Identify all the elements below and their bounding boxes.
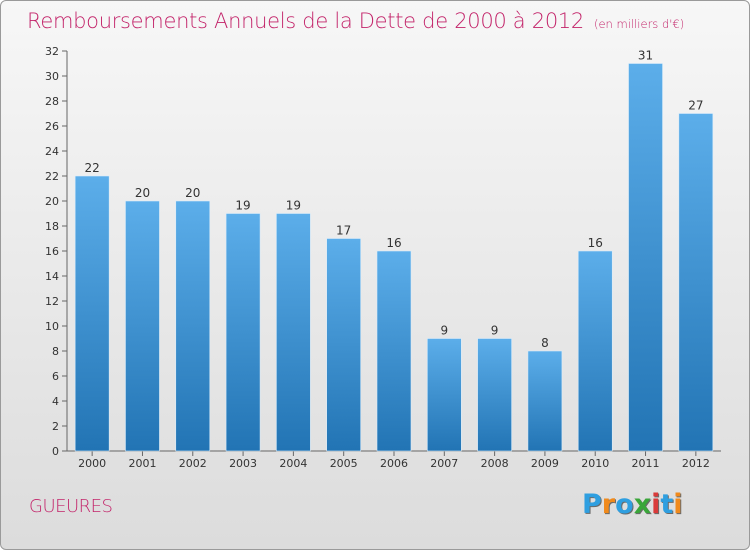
bar xyxy=(326,238,361,452)
x-tick-label: 2008 xyxy=(481,457,509,470)
y-tick-label: 18 xyxy=(45,220,59,233)
bar xyxy=(125,200,160,452)
y-tick-label: 32 xyxy=(45,45,59,58)
bar xyxy=(427,338,462,452)
x-tick-label: 2010 xyxy=(581,457,609,470)
bar xyxy=(376,250,412,452)
logo-letter: i xyxy=(651,489,661,520)
y-tick-label: 30 xyxy=(45,70,59,83)
logo-letter: t xyxy=(660,489,674,520)
bar-value-label: 9 xyxy=(491,324,499,338)
bar xyxy=(74,175,110,452)
y-tick-label: 26 xyxy=(45,120,59,133)
bar xyxy=(628,63,663,452)
x-tick-label: 2004 xyxy=(279,457,307,470)
x-tick-label: 2012 xyxy=(682,457,710,470)
logo-letter: x xyxy=(633,489,652,520)
y-tick-label: 22 xyxy=(45,170,59,183)
bar-value-label: 20 xyxy=(185,186,200,200)
y-tick-label: 4 xyxy=(52,395,59,408)
logo-letter: r xyxy=(601,489,616,520)
chart-title: Remboursements Annuels de la Dette de 20… xyxy=(27,9,684,33)
bar-value-label: 16 xyxy=(386,236,401,250)
proxiti-logo: Proxiti xyxy=(582,489,683,520)
bar-value-label: 20 xyxy=(135,186,150,200)
y-tick-label: 8 xyxy=(52,345,59,358)
y-tick-label: 0 xyxy=(52,445,59,458)
x-tick-label: 2009 xyxy=(531,457,559,470)
chart-title-text: Remboursements Annuels de la Dette de 20… xyxy=(27,9,584,33)
y-tick-label: 14 xyxy=(45,270,59,283)
logo-letter: P xyxy=(582,489,602,520)
x-tick-label: 2006 xyxy=(380,457,408,470)
x-tick-label: 2001 xyxy=(128,457,156,470)
logo-letter: i xyxy=(673,489,683,520)
x-tick-label: 2011 xyxy=(632,457,660,470)
bar-value-label: 8 xyxy=(541,336,549,350)
bar xyxy=(678,113,714,452)
bar xyxy=(225,213,261,452)
bar xyxy=(175,200,211,452)
x-tick-label: 2000 xyxy=(78,457,106,470)
bar-value-label: 19 xyxy=(235,199,250,213)
y-tick-label: 16 xyxy=(45,245,59,258)
bar-value-label: 17 xyxy=(336,224,351,238)
bar-value-label: 31 xyxy=(638,49,653,63)
logo-letter: o xyxy=(615,489,634,520)
chart-unit: (en milliers d'€) xyxy=(594,17,685,31)
y-tick-label: 12 xyxy=(45,295,59,308)
x-tick-label: 2005 xyxy=(330,457,358,470)
commune-name: GUEURES xyxy=(29,496,113,517)
y-tick-label: 24 xyxy=(45,145,59,158)
bar-value-label: 9 xyxy=(440,324,448,338)
bar-value-label: 22 xyxy=(85,161,100,175)
bar xyxy=(276,213,311,452)
bar-value-label: 16 xyxy=(588,236,603,250)
bar-value-label: 27 xyxy=(688,99,703,113)
bar-value-label: 19 xyxy=(286,199,301,213)
data-labels: 22 2000 20 2001 20 2002 19 2003 19 2004 17 2005 16 20… xyxy=(78,49,710,471)
y-tick-label: 10 xyxy=(45,320,59,333)
bar xyxy=(527,350,563,452)
bar xyxy=(577,250,613,452)
y-tick-label: 2 xyxy=(52,420,59,433)
bars xyxy=(74,63,714,452)
y-tick-label: 28 xyxy=(45,95,59,108)
y-tick-label: 20 xyxy=(45,195,59,208)
x-tick-label: 2007 xyxy=(430,457,458,470)
x-tick-label: 2002 xyxy=(179,457,207,470)
bar xyxy=(477,338,512,452)
y-tick-label: 6 xyxy=(52,370,59,383)
x-tick-label: 2003 xyxy=(229,457,257,470)
